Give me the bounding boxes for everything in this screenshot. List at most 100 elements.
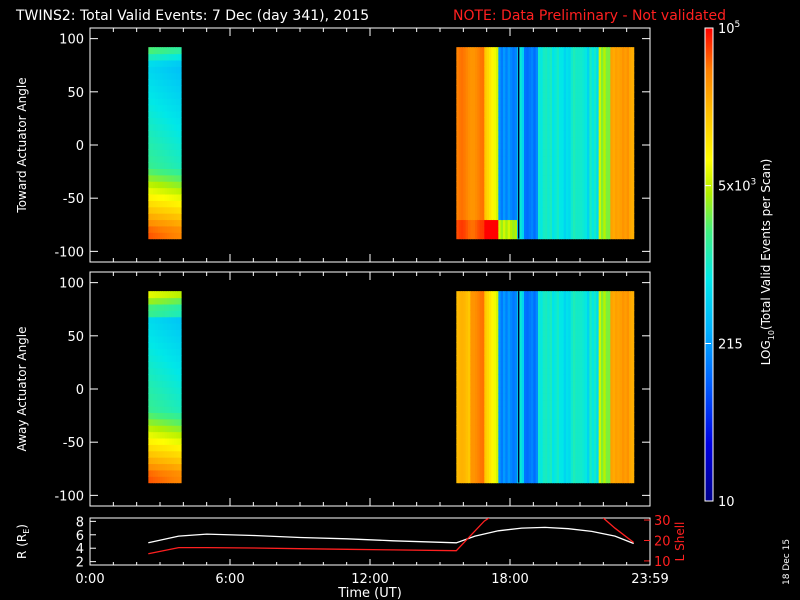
heatmap-cell bbox=[631, 181, 635, 189]
heatmap-cell bbox=[456, 136, 460, 144]
heatmap-cell bbox=[479, 72, 483, 80]
heatmap-cell bbox=[598, 130, 602, 138]
heatmap-cell bbox=[174, 66, 177, 74]
heatmap-cell bbox=[148, 98, 152, 106]
heatmap-cell bbox=[549, 310, 553, 318]
heatmap-cell bbox=[461, 72, 464, 80]
heatmap-cell bbox=[526, 291, 530, 299]
heatmap-cell bbox=[573, 463, 576, 471]
heatmap-cell bbox=[507, 348, 511, 356]
heatmap-cell bbox=[519, 297, 523, 305]
heatmap-cell bbox=[512, 206, 516, 214]
heatmap-cell bbox=[589, 406, 593, 413]
heatmap-cell bbox=[582, 66, 586, 74]
heatmap-cell bbox=[479, 399, 483, 407]
heatmap-cell bbox=[580, 425, 583, 433]
heatmap-cell bbox=[174, 181, 177, 189]
heatmap-cell bbox=[162, 418, 166, 426]
heatmap-cell bbox=[491, 367, 495, 375]
heatmap-cell bbox=[470, 450, 474, 458]
heatmap-cell bbox=[626, 225, 630, 233]
heatmap-cell bbox=[479, 136, 483, 144]
heatmap-cell bbox=[150, 162, 154, 169]
heatmap-cell bbox=[531, 342, 534, 350]
heatmap-cell bbox=[167, 354, 170, 362]
heatmap-cell bbox=[468, 66, 471, 74]
heatmap-cell bbox=[552, 323, 555, 331]
heatmap-cell bbox=[531, 457, 534, 465]
heatmap-cell bbox=[608, 91, 611, 99]
heatmap-cell bbox=[540, 303, 544, 311]
heatmap-cell bbox=[475, 469, 478, 477]
heatmap-cell bbox=[521, 72, 525, 80]
heatmap-cell bbox=[601, 200, 604, 208]
heatmap-cell bbox=[472, 476, 476, 484]
heatmap-cell bbox=[155, 297, 159, 305]
heatmap-cell bbox=[475, 98, 478, 106]
heatmap-cell bbox=[482, 200, 485, 208]
heatmap-cell bbox=[617, 53, 621, 61]
heatmap-cell bbox=[526, 406, 530, 413]
heatmap-cell bbox=[594, 98, 597, 106]
heatmap-cell bbox=[174, 450, 177, 458]
heatmap-cell bbox=[549, 303, 553, 311]
heatmap-cell bbox=[150, 72, 154, 80]
heatmap-cell bbox=[528, 85, 532, 93]
heatmap-cell bbox=[507, 431, 511, 439]
heatmap-cell bbox=[169, 66, 173, 74]
heatmap-cell bbox=[169, 361, 173, 369]
heatmap-cell bbox=[531, 104, 534, 112]
heatmap-cell bbox=[475, 193, 478, 201]
heatmap-cell bbox=[167, 425, 170, 433]
heatmap-cell bbox=[507, 110, 511, 118]
heatmap-cell bbox=[615, 232, 618, 240]
heatmap-cell bbox=[489, 342, 492, 350]
heatmap-cell bbox=[150, 457, 154, 465]
heatmap-cell bbox=[512, 323, 516, 331]
heatmap-cell bbox=[540, 181, 544, 189]
heatmap-cell bbox=[554, 232, 558, 240]
heatmap-cell bbox=[538, 367, 541, 375]
heatmap-cell bbox=[164, 457, 168, 465]
heatmap-cell bbox=[577, 136, 581, 144]
heatmap-cell bbox=[524, 200, 527, 208]
heatmap-cell bbox=[538, 393, 541, 401]
heatmap-cell bbox=[463, 117, 467, 125]
heatmap-cell bbox=[160, 66, 163, 74]
heatmap-cell bbox=[512, 123, 516, 131]
heatmap-cell bbox=[162, 316, 166, 324]
heatmap-cell bbox=[171, 168, 175, 176]
heatmap-cell bbox=[521, 380, 525, 388]
heatmap-cell bbox=[561, 386, 565, 394]
heatmap-cell bbox=[561, 476, 565, 484]
heatmap-cell bbox=[475, 155, 478, 163]
heatmap-cell bbox=[169, 310, 173, 318]
heatmap-cell bbox=[153, 174, 156, 182]
heatmap-cell bbox=[470, 316, 474, 324]
heatmap-cell bbox=[531, 406, 534, 413]
heatmap-cell bbox=[157, 232, 161, 240]
heatmap-cell bbox=[556, 53, 560, 61]
heatmap-cell bbox=[174, 193, 177, 201]
heatmap-cell bbox=[582, 354, 586, 362]
heatmap-cell bbox=[631, 85, 635, 93]
heatmap-cell bbox=[601, 162, 604, 169]
heatmap-cell bbox=[587, 168, 590, 176]
heatmap-cell bbox=[505, 130, 509, 138]
heatmap-cell bbox=[465, 457, 469, 465]
heatmap-cell bbox=[496, 232, 499, 240]
heatmap-cell bbox=[526, 425, 530, 433]
heatmap-cell bbox=[575, 149, 579, 157]
heatmap-cell bbox=[160, 348, 163, 356]
heatmap-cell bbox=[587, 47, 590, 55]
heatmap-cell bbox=[619, 98, 623, 106]
heatmap-cell bbox=[577, 469, 581, 477]
heatmap-cell bbox=[164, 53, 168, 61]
heatmap-cell bbox=[528, 53, 532, 61]
heatmap-cell bbox=[479, 367, 483, 375]
heatmap-cell bbox=[622, 187, 625, 195]
heatmap-cell bbox=[470, 380, 474, 388]
heatmap-cell bbox=[542, 53, 546, 61]
heatmap-cell bbox=[162, 348, 166, 356]
heatmap-cell bbox=[456, 437, 460, 445]
